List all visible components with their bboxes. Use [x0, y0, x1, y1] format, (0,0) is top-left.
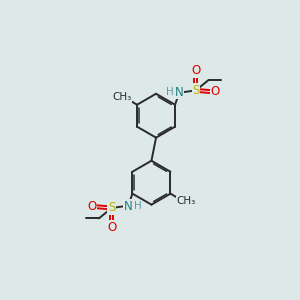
Text: O: O — [191, 64, 200, 77]
Text: H: H — [166, 87, 173, 97]
Text: O: O — [88, 200, 97, 213]
Text: S: S — [108, 202, 115, 214]
Text: CH₃: CH₃ — [112, 92, 131, 102]
Text: O: O — [107, 221, 116, 234]
Text: H: H — [134, 201, 142, 211]
Text: CH₃: CH₃ — [176, 196, 196, 206]
Text: O: O — [211, 85, 220, 98]
Text: S: S — [192, 84, 200, 97]
Text: N: N — [175, 86, 184, 99]
Text: N: N — [124, 200, 133, 213]
